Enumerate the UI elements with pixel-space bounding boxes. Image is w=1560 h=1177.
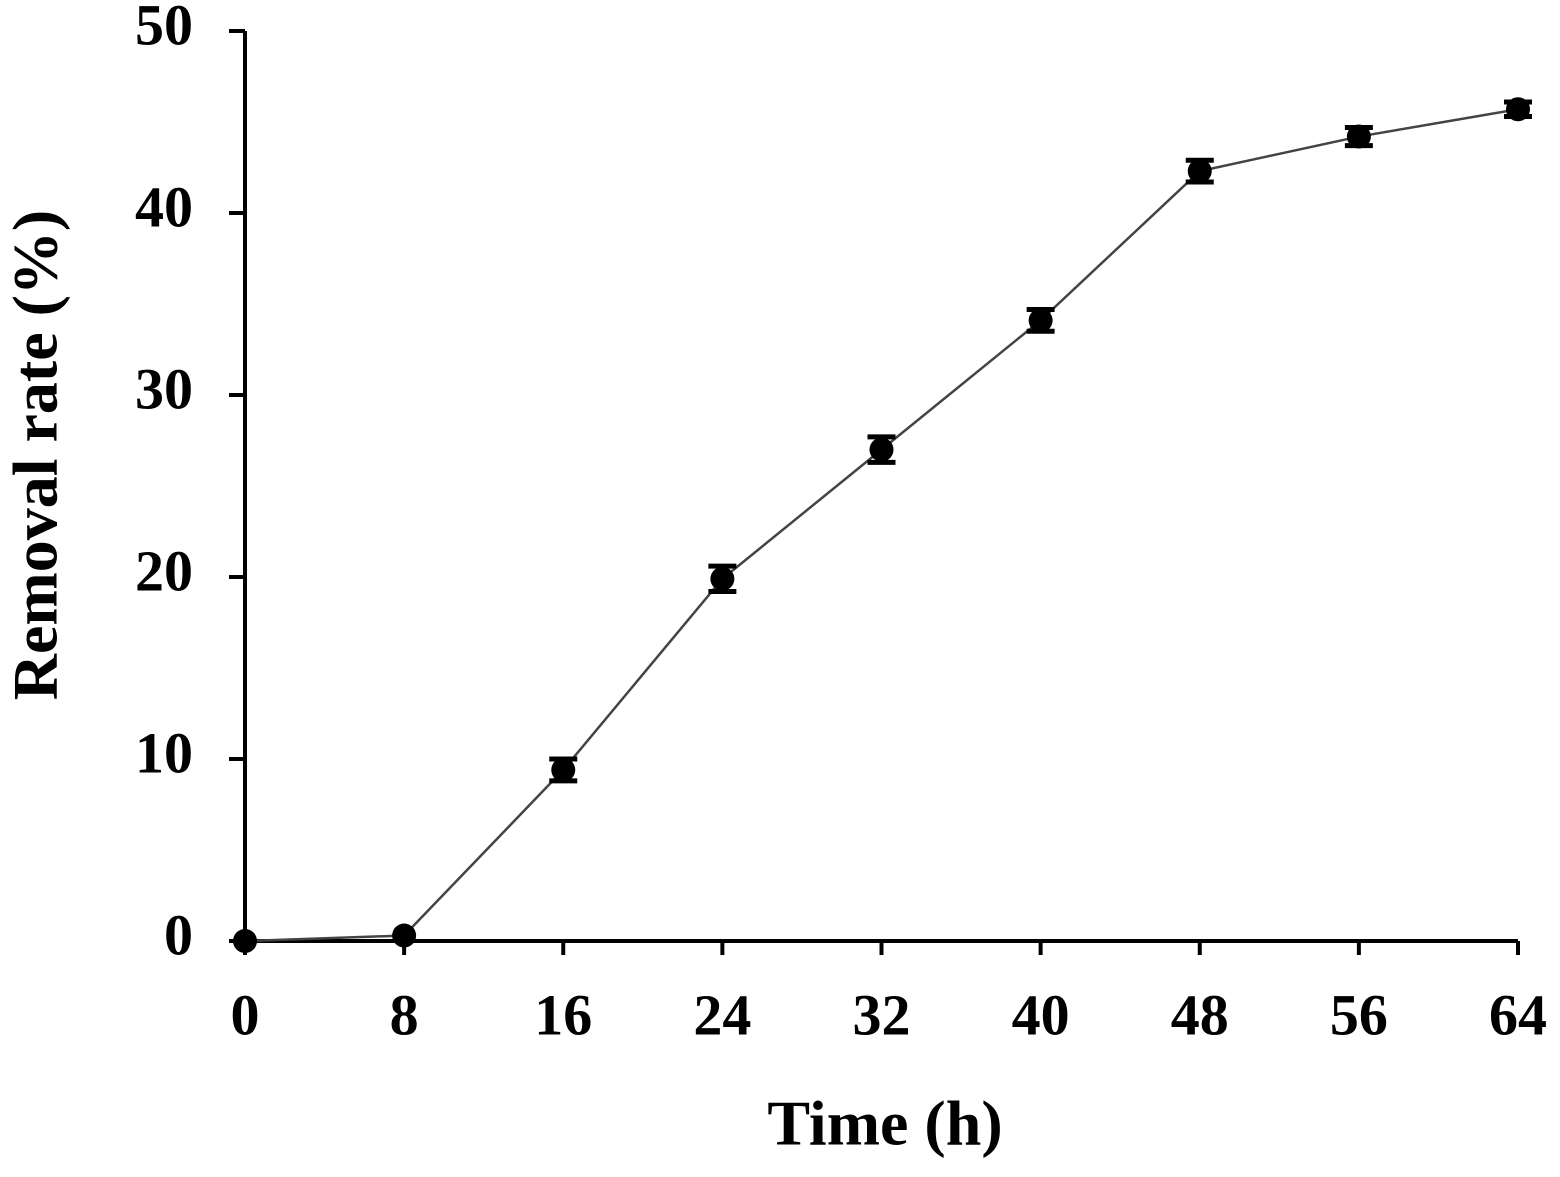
x-axis-title: Time (h) bbox=[767, 1088, 1002, 1159]
x-tick-label: 32 bbox=[853, 982, 911, 1047]
y-tick-label: 30 bbox=[135, 356, 193, 421]
data-point bbox=[869, 437, 894, 462]
data-line bbox=[244, 108, 1519, 943]
y-tick-label: 0 bbox=[164, 902, 193, 967]
y-axis-title: Removal rate (%) bbox=[0, 210, 71, 700]
x-tick-label: 64 bbox=[1489, 982, 1547, 1047]
data-point bbox=[1187, 159, 1212, 184]
y-tick-label: 40 bbox=[135, 174, 193, 239]
y-tick-label: 10 bbox=[135, 720, 193, 785]
data-point bbox=[551, 757, 576, 782]
x-tick-label: 48 bbox=[1171, 982, 1229, 1047]
x-tick-label: 16 bbox=[534, 982, 592, 1047]
data-point bbox=[392, 923, 417, 948]
data-point bbox=[233, 929, 257, 953]
x-tick-label: 0 bbox=[231, 982, 260, 1047]
data-point bbox=[1346, 124, 1371, 149]
x-tick-label: 40 bbox=[1012, 982, 1070, 1047]
y-tick-label: 20 bbox=[135, 538, 193, 603]
y-tick-label: 50 bbox=[135, 0, 193, 57]
data-point bbox=[1028, 308, 1053, 333]
data-point bbox=[1506, 97, 1530, 122]
data-point bbox=[710, 566, 735, 591]
x-tick-label: 56 bbox=[1330, 982, 1388, 1047]
x-tick-label: 8 bbox=[390, 982, 419, 1047]
x-tick-label: 24 bbox=[693, 982, 751, 1047]
